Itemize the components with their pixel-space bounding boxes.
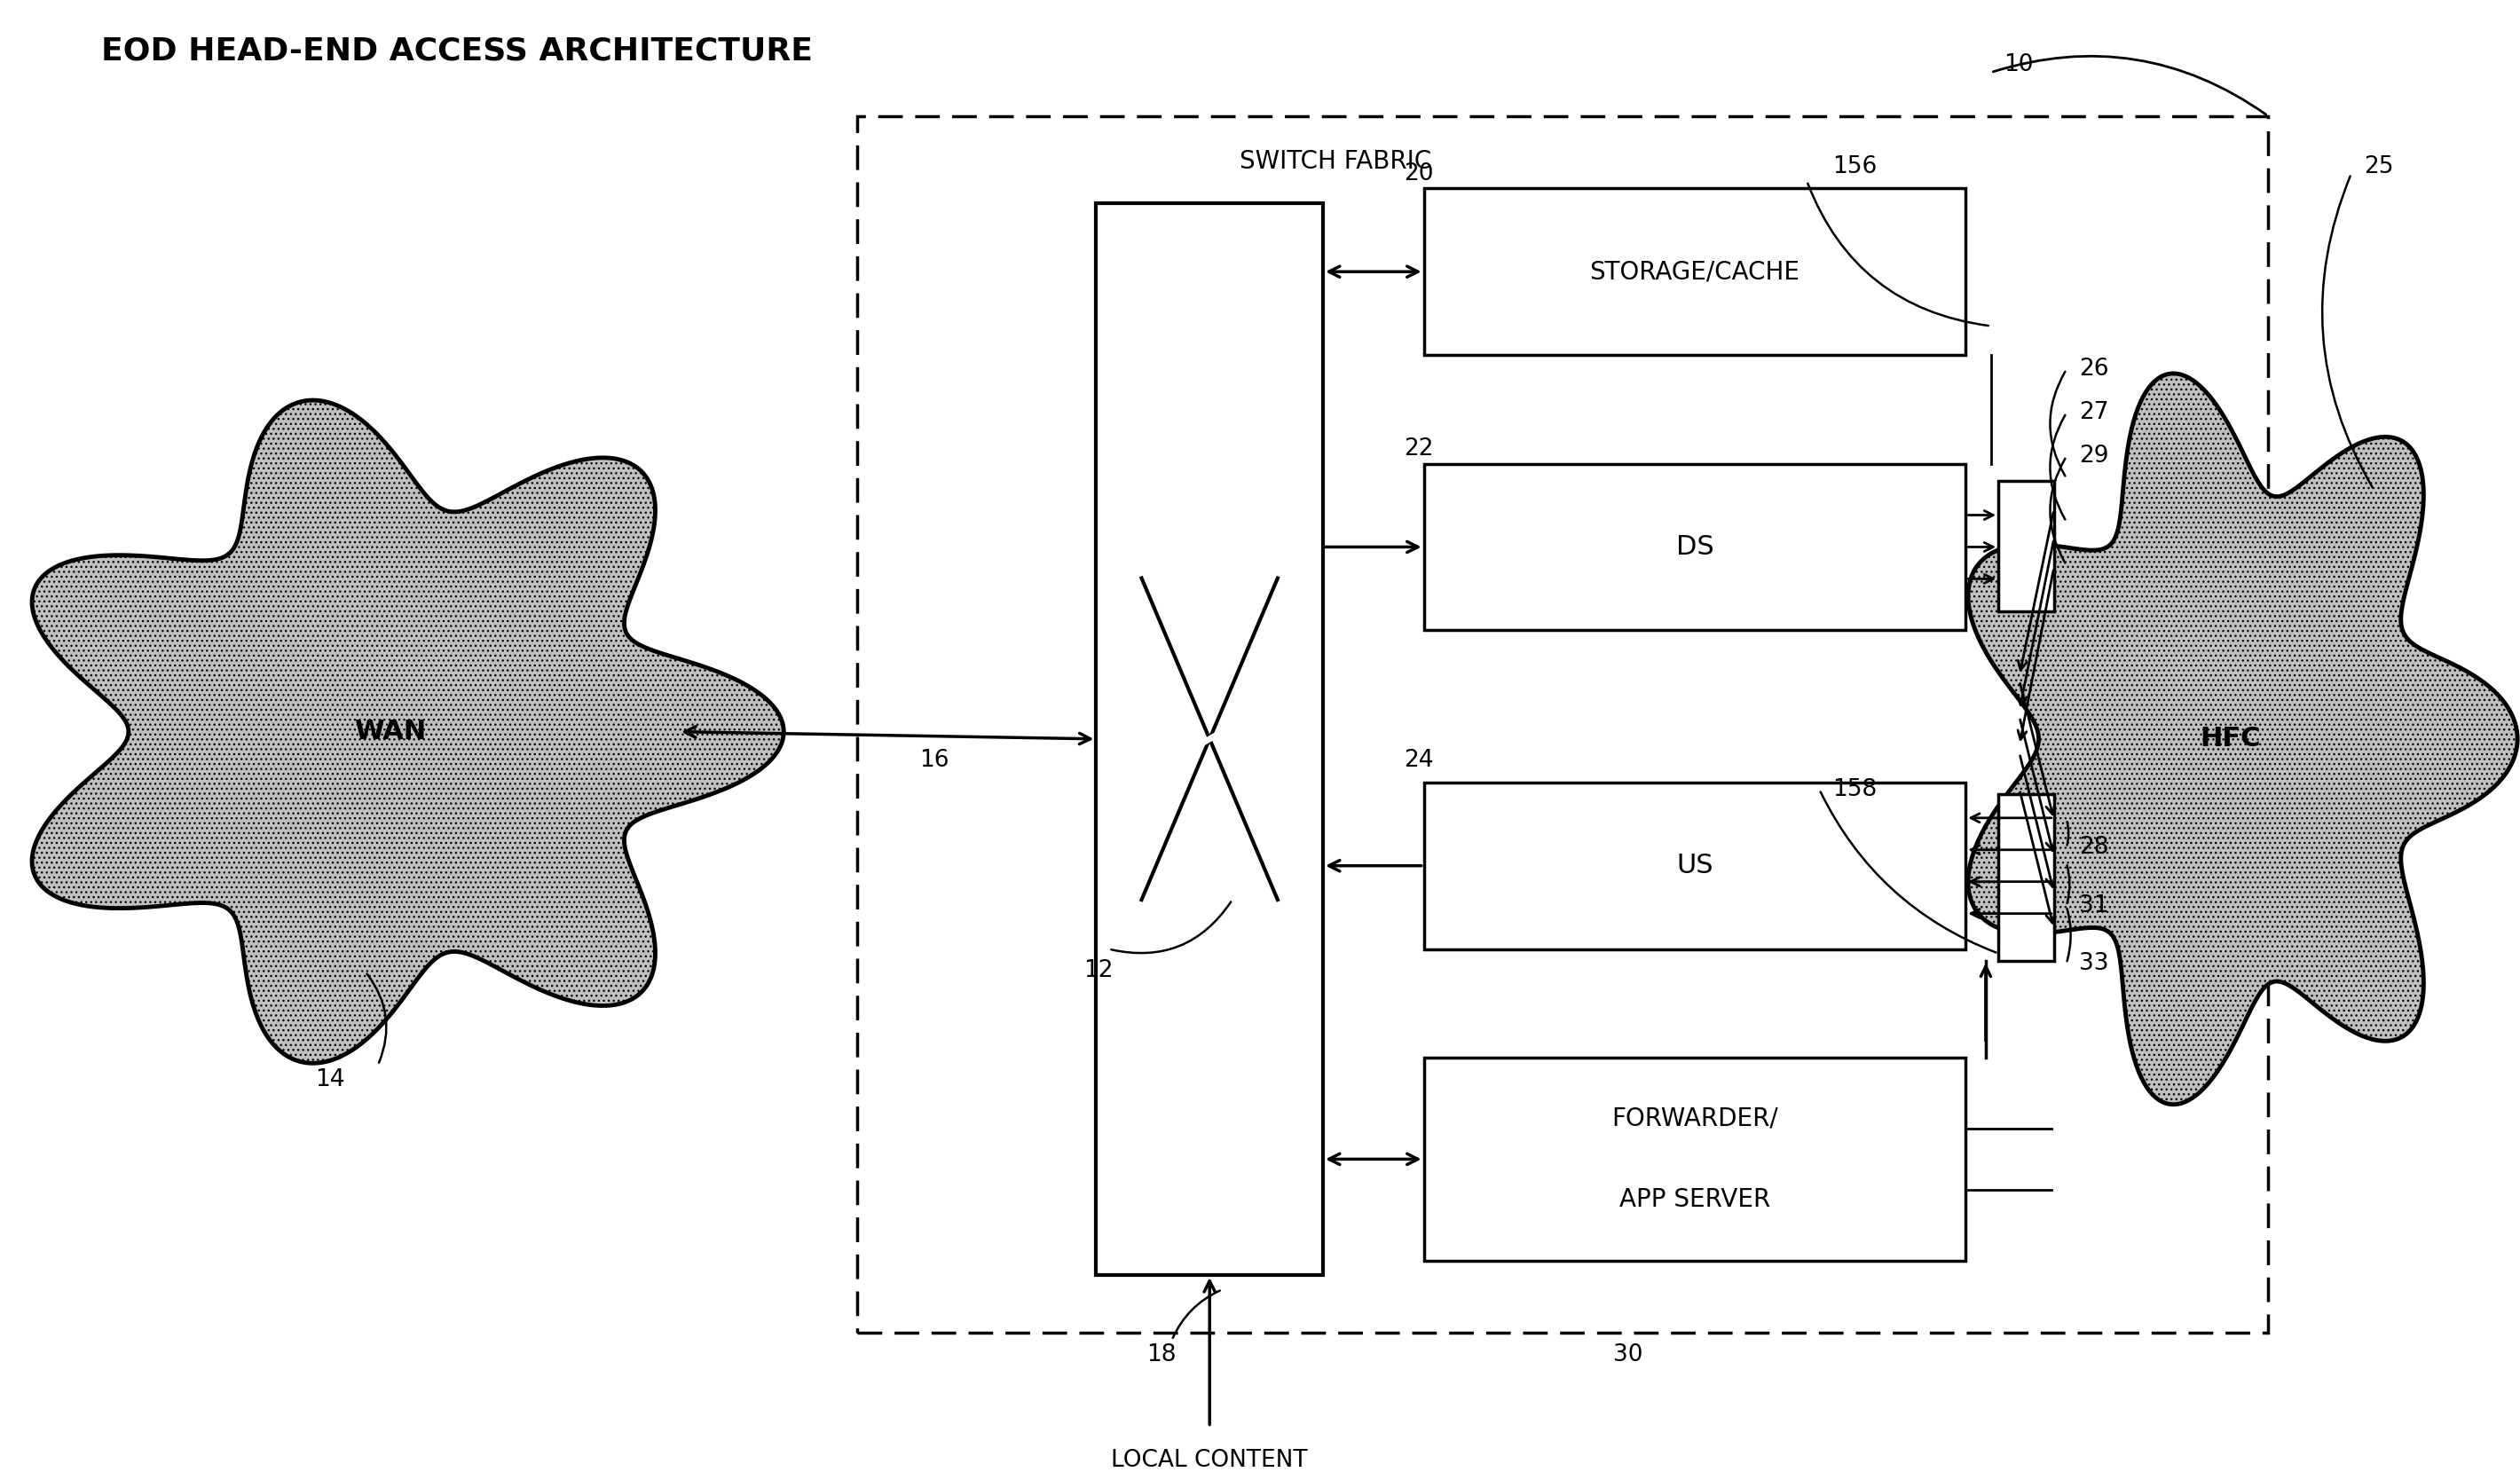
Text: STORAGE/CACHE: STORAGE/CACHE [1590,259,1799,284]
Text: 33: 33 [2079,952,2109,974]
Text: 20: 20 [1404,162,1434,185]
Text: SWITCH FABRIC: SWITCH FABRIC [1240,149,1431,174]
Text: US: US [1676,852,1714,879]
PathPatch shape [1968,374,2517,1104]
Text: 22: 22 [1404,437,1434,461]
Text: APP SERVER: APP SERVER [1620,1188,1769,1211]
Text: DS: DS [1676,534,1714,559]
Text: 24: 24 [1404,749,1434,773]
Text: HFC: HFC [2200,726,2260,752]
Text: 156: 156 [1832,155,1877,178]
PathPatch shape [33,400,784,1063]
FancyBboxPatch shape [1424,1058,1966,1260]
Text: 16: 16 [920,749,950,773]
Text: 25: 25 [2364,155,2394,178]
Text: 27: 27 [2079,402,2109,424]
Text: FORWARDER/: FORWARDER/ [1610,1105,1779,1130]
FancyBboxPatch shape [1424,188,1966,355]
Text: 18: 18 [1147,1344,1177,1366]
FancyBboxPatch shape [1998,481,2054,611]
Text: EOD HEAD-END ACCESS ARCHITECTURE: EOD HEAD-END ACCESS ARCHITECTURE [101,37,811,66]
Text: 31: 31 [2079,894,2109,917]
FancyBboxPatch shape [1424,783,1966,949]
Text: 29: 29 [2079,445,2109,468]
FancyBboxPatch shape [1998,793,2054,961]
Text: WAN: WAN [355,718,426,745]
Text: 30: 30 [1613,1344,1643,1366]
Text: 12: 12 [1084,960,1114,982]
Text: 14: 14 [315,1067,345,1091]
Text: LOCAL CONTENT: LOCAL CONTENT [1111,1448,1308,1472]
Text: 10: 10 [2003,53,2034,77]
FancyBboxPatch shape [1096,203,1323,1275]
Text: 158: 158 [1832,779,1877,801]
FancyBboxPatch shape [1424,464,1966,630]
Text: 28: 28 [2079,836,2109,860]
Text: 26: 26 [2079,358,2109,381]
